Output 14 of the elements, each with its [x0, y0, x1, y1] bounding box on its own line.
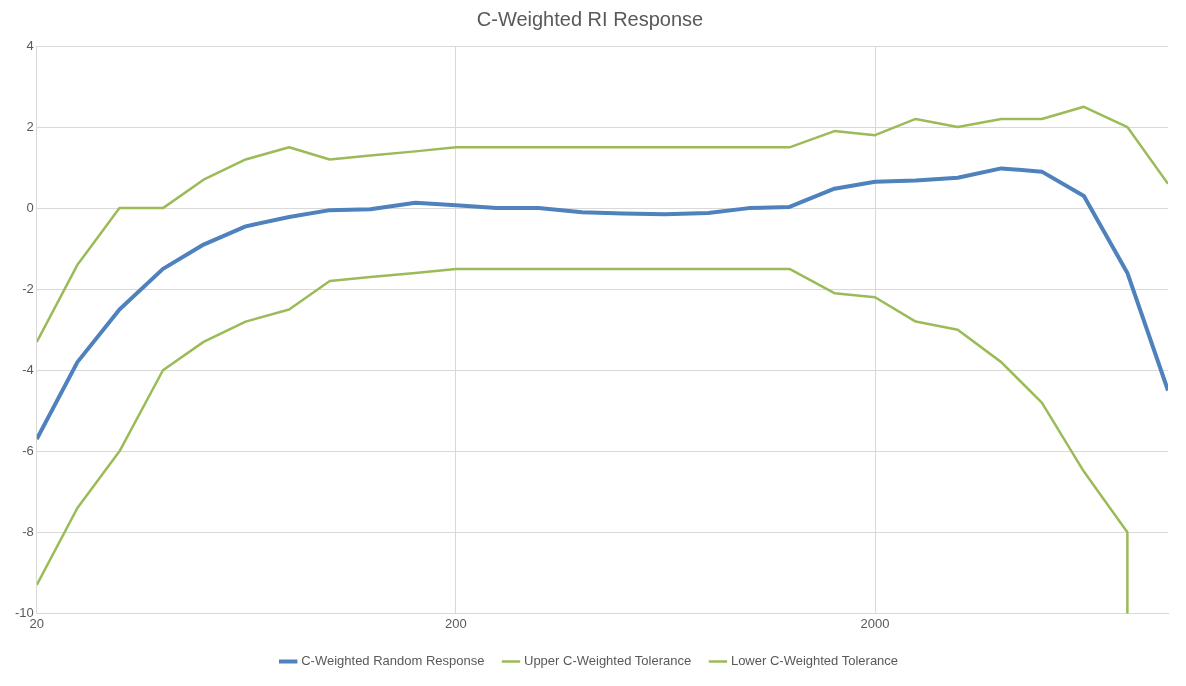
legend-label: C-Weighted Random Response	[301, 653, 485, 669]
y-tick-label: 4	[26, 37, 34, 53]
x-tick-label: 2000	[860, 615, 890, 631]
legend-label: Upper C-Weighted Tolerance	[524, 653, 692, 669]
y-tick-label: -4	[22, 361, 34, 377]
y-tick-label: 2	[26, 118, 34, 134]
legend-label: Lower C-Weighted Tolerance	[730, 653, 899, 669]
y-tick-label: -10	[14, 604, 34, 620]
y-tick-label: -2	[22, 280, 34, 296]
y-tick-label: -6	[22, 442, 34, 458]
x-tick-label: 200	[445, 615, 467, 631]
chart-title: C-Weighted RI Response	[476, 7, 704, 30]
y-tick-label: 0	[26, 199, 34, 215]
y-tick-label: -8	[22, 523, 34, 539]
